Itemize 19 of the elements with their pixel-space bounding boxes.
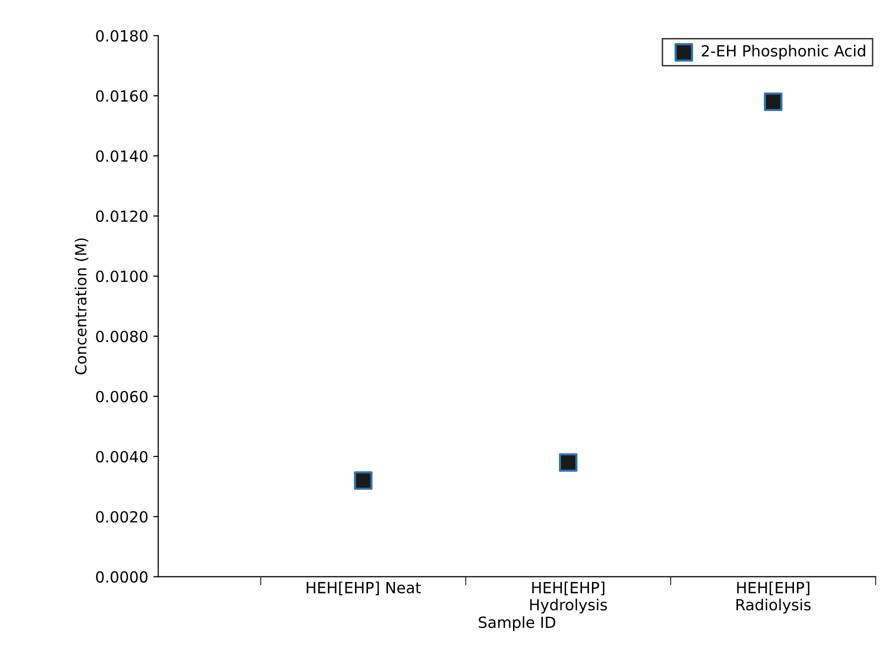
x-tick-label: HEH[EHP] Neat bbox=[306, 582, 421, 596]
y-tick-label: 0.0100 bbox=[96, 270, 148, 282]
y-tick-label: 0.0000 bbox=[96, 571, 148, 583]
y-tick-label: 0.0180 bbox=[96, 30, 148, 42]
y-tick-label: 0.0120 bbox=[96, 210, 148, 222]
legend-label: 2-EH Phosphonic Acid bbox=[702, 44, 866, 60]
x-tick-label: HEH[EHP] Hydrolysis bbox=[530, 582, 607, 614]
y-tick-label: 0.0140 bbox=[96, 150, 148, 162]
y-tick-label: 0.0040 bbox=[96, 450, 148, 462]
point bbox=[558, 453, 578, 472]
x-tick-label: HEH[EHP] Radiolysis bbox=[736, 582, 811, 614]
y-tick-label: 0.0060 bbox=[96, 390, 148, 402]
y-tick-label: 0.0080 bbox=[96, 330, 148, 342]
y-axis-title: Concentration (M) bbox=[74, 238, 88, 374]
point bbox=[764, 92, 782, 112]
x-axis-title: Sample ID bbox=[478, 616, 556, 632]
point bbox=[354, 471, 372, 490]
y-tick-label: 0.0160 bbox=[96, 90, 148, 102]
y-tick-label: 0.0020 bbox=[96, 511, 148, 523]
